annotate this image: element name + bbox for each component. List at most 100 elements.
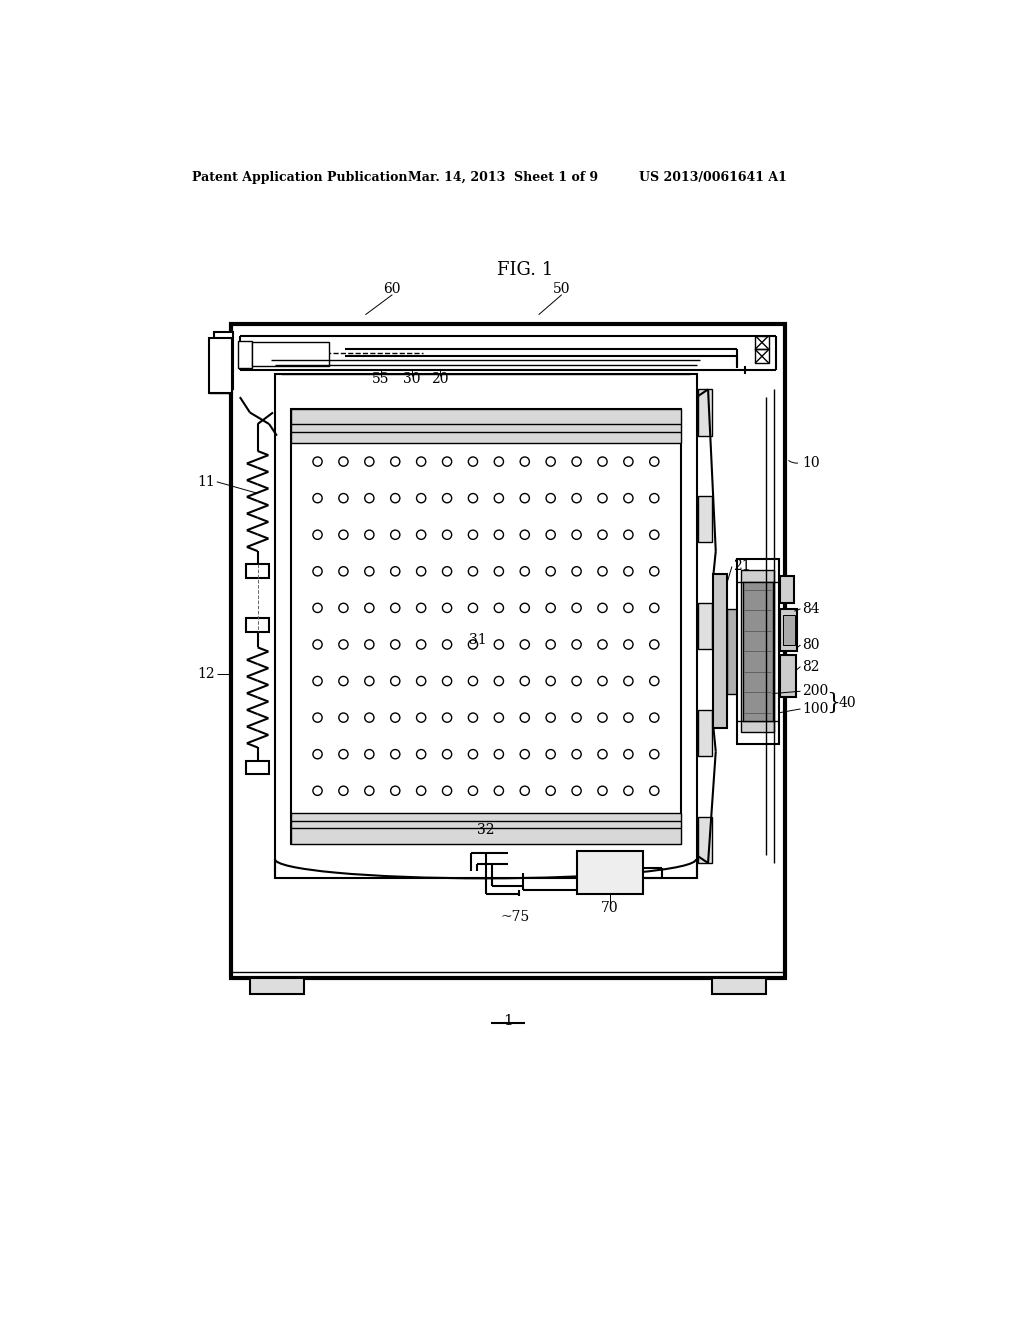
Circle shape bbox=[339, 566, 348, 576]
Circle shape bbox=[390, 457, 399, 466]
Bar bbox=[714, 574, 727, 729]
Text: 12: 12 bbox=[198, 668, 215, 681]
Circle shape bbox=[442, 494, 452, 503]
Circle shape bbox=[572, 457, 582, 466]
Bar bbox=[698, 710, 712, 756]
Bar bbox=[727, 609, 736, 693]
Circle shape bbox=[495, 787, 504, 796]
Bar bbox=[250, 978, 304, 994]
Circle shape bbox=[442, 457, 452, 466]
Text: US 2013/0061641 A1: US 2013/0061641 A1 bbox=[639, 172, 786, 185]
Bar bbox=[736, 558, 779, 743]
Circle shape bbox=[495, 531, 504, 540]
Circle shape bbox=[495, 603, 504, 612]
Circle shape bbox=[546, 750, 555, 759]
Circle shape bbox=[572, 713, 582, 722]
Circle shape bbox=[649, 566, 658, 576]
Circle shape bbox=[495, 457, 504, 466]
Circle shape bbox=[624, 457, 633, 466]
Circle shape bbox=[339, 787, 348, 796]
Text: }: } bbox=[826, 692, 841, 714]
Circle shape bbox=[649, 603, 658, 612]
Circle shape bbox=[649, 676, 658, 685]
Circle shape bbox=[598, 640, 607, 649]
Bar bbox=[246, 618, 269, 632]
Circle shape bbox=[572, 787, 582, 796]
Circle shape bbox=[546, 603, 555, 612]
Circle shape bbox=[572, 603, 582, 612]
Circle shape bbox=[624, 566, 633, 576]
Circle shape bbox=[390, 787, 399, 796]
Circle shape bbox=[468, 640, 477, 649]
Circle shape bbox=[546, 676, 555, 685]
Circle shape bbox=[313, 787, 323, 796]
Circle shape bbox=[468, 603, 477, 612]
Bar bbox=[780, 609, 798, 651]
Circle shape bbox=[546, 787, 555, 796]
Circle shape bbox=[417, 787, 426, 796]
Circle shape bbox=[649, 494, 658, 503]
Text: 70: 70 bbox=[601, 900, 618, 915]
Circle shape bbox=[417, 676, 426, 685]
Circle shape bbox=[495, 566, 504, 576]
Circle shape bbox=[390, 566, 399, 576]
Circle shape bbox=[442, 676, 452, 685]
Circle shape bbox=[572, 676, 582, 685]
Circle shape bbox=[572, 640, 582, 649]
Circle shape bbox=[520, 603, 529, 612]
Bar bbox=[209, 338, 232, 393]
Circle shape bbox=[313, 566, 323, 576]
Bar bbox=[755, 335, 769, 350]
Text: 30: 30 bbox=[402, 372, 421, 387]
Circle shape bbox=[572, 494, 582, 503]
Circle shape bbox=[546, 531, 555, 540]
Circle shape bbox=[339, 750, 348, 759]
Circle shape bbox=[313, 457, 323, 466]
Circle shape bbox=[365, 676, 374, 685]
Circle shape bbox=[313, 640, 323, 649]
Bar bbox=[698, 389, 712, 436]
Circle shape bbox=[339, 713, 348, 722]
Bar bbox=[712, 978, 766, 994]
Bar bbox=[780, 655, 796, 697]
Circle shape bbox=[468, 676, 477, 685]
Circle shape bbox=[365, 494, 374, 503]
Circle shape bbox=[520, 457, 529, 466]
Circle shape bbox=[390, 750, 399, 759]
Bar bbox=[230, 323, 785, 978]
Circle shape bbox=[313, 494, 323, 503]
Circle shape bbox=[390, 494, 399, 503]
Circle shape bbox=[495, 750, 504, 759]
Text: 80: 80 bbox=[802, 638, 819, 652]
Circle shape bbox=[313, 713, 323, 722]
Circle shape bbox=[520, 531, 529, 540]
Circle shape bbox=[598, 603, 607, 612]
Circle shape bbox=[520, 787, 529, 796]
Bar bbox=[239, 341, 252, 368]
Text: Patent Application Publication: Patent Application Publication bbox=[193, 172, 408, 185]
Circle shape bbox=[520, 494, 529, 503]
Circle shape bbox=[313, 603, 323, 612]
Circle shape bbox=[417, 494, 426, 503]
Text: 200: 200 bbox=[802, 684, 828, 698]
Circle shape bbox=[468, 457, 477, 466]
Circle shape bbox=[339, 676, 348, 685]
Circle shape bbox=[598, 566, 607, 576]
Circle shape bbox=[598, 787, 607, 796]
Circle shape bbox=[520, 566, 529, 576]
Circle shape bbox=[649, 457, 658, 466]
Circle shape bbox=[365, 640, 374, 649]
Text: 31: 31 bbox=[469, 632, 486, 647]
Bar bbox=[246, 760, 269, 775]
Circle shape bbox=[495, 676, 504, 685]
Circle shape bbox=[624, 750, 633, 759]
Circle shape bbox=[649, 787, 658, 796]
Circle shape bbox=[624, 676, 633, 685]
Circle shape bbox=[598, 676, 607, 685]
Circle shape bbox=[572, 750, 582, 759]
Circle shape bbox=[468, 787, 477, 796]
Circle shape bbox=[313, 676, 323, 685]
Circle shape bbox=[390, 640, 399, 649]
Circle shape bbox=[339, 603, 348, 612]
Circle shape bbox=[624, 531, 633, 540]
